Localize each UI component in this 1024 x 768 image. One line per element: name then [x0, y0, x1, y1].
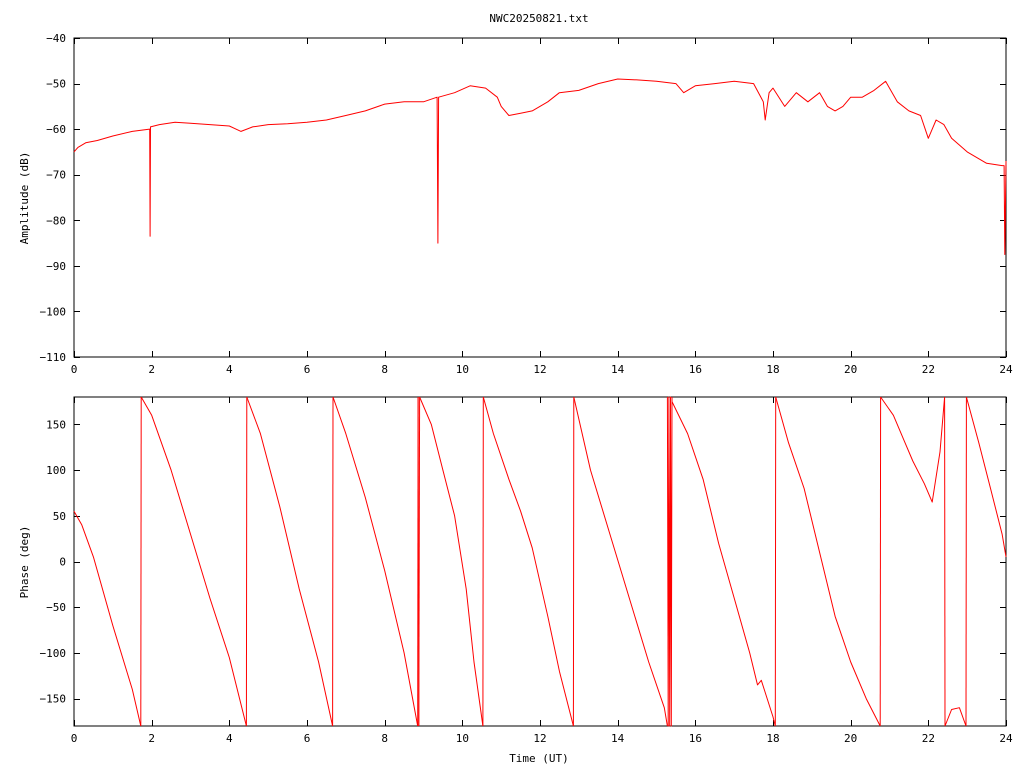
amplitude-axis-ticks: 0 2 4 6 8 10 12 14 16 18 20 22 24−40−50−60−70−80−90−… [40, 32, 1013, 376]
phase-x-tick-label: 4 [226, 732, 233, 745]
amplitude-x-tick-label: 4 [226, 363, 233, 376]
phase-x-tick-label: 6 [304, 732, 311, 745]
phase-x-tick-label: 22 [922, 732, 935, 745]
phase-y-tick-label: −150 [40, 693, 67, 706]
phase-series-line [332, 396, 419, 727]
amplitude-y-tick-label: −80 [46, 214, 66, 227]
phase-y-tick-label: 50 [53, 510, 66, 523]
time-x-axis-title: Time (UT) [509, 752, 569, 765]
phase-y-tick-label: 150 [46, 418, 66, 431]
phase-series-line [880, 396, 946, 503]
amplitude-y-tick-label: −60 [46, 123, 66, 136]
phase-y-tick-label: −100 [40, 647, 67, 660]
phase-x-tick-label: 0 [71, 732, 78, 745]
amplitude-panel: 0 2 4 6 8 10 12 14 16 18 20 22 24−40−50−60−70−80−90−… [18, 32, 1013, 376]
amplitude-y-tick-label: −90 [46, 260, 66, 273]
amplitude-y-tick-label: −70 [46, 169, 66, 182]
amplitude-x-tick-label: 2 [148, 363, 155, 376]
phase-series-line [73, 510, 142, 727]
amplitude-x-tick-label: 12 [533, 363, 546, 376]
phase-series-line [482, 396, 574, 727]
phase-x-tick-label: 20 [844, 732, 857, 745]
amplitude-y-tick-label: −40 [46, 32, 66, 45]
plot-title: NWC20250821.txt [489, 12, 588, 25]
phase-y-tick-label: 100 [46, 464, 66, 477]
phase-x-tick-label: 16 [689, 732, 702, 745]
phase-plot-frame [73, 396, 1007, 727]
phase-series-line [944, 707, 967, 727]
phase-panel: 0 2 4 6 8 10 12 14 16 18 20 22 24150100500−50−100−15… [18, 396, 1013, 765]
phase-series-line [965, 396, 1007, 557]
phase-x-tick-label: 12 [533, 732, 546, 745]
amplitude-x-tick-label: 16 [689, 363, 702, 376]
amplitude-x-tick-label: 6 [304, 363, 311, 376]
amplitude-x-tick-label: 14 [611, 363, 625, 376]
phase-series-group [73, 396, 1007, 727]
amplitude-x-tick-label: 0 [71, 363, 78, 376]
amplitude-y-axis-title: Amplitude (dB) [18, 152, 31, 245]
phase-y-tick-label: 0 [59, 556, 66, 569]
amplitude-y-tick-label: −50 [46, 78, 66, 91]
amplitude-x-tick-label: 22 [922, 363, 935, 376]
amplitude-x-tick-label: 18 [766, 363, 779, 376]
phase-x-tick-label: 14 [611, 732, 625, 745]
phase-x-tick-label: 8 [381, 732, 388, 745]
phase-y-axis-title: Phase (deg) [18, 526, 31, 599]
phase-series-line [671, 401, 776, 727]
amplitude-x-tick-label: 10 [456, 363, 469, 376]
phase-y-tick-label: −50 [46, 601, 66, 614]
phase-series-line [775, 396, 881, 727]
amplitude-x-tick-label: 8 [381, 363, 388, 376]
phase-series-line [573, 396, 668, 727]
phase-series-line [140, 396, 247, 727]
phase-series-line [418, 396, 421, 727]
phase-series-line [419, 396, 484, 727]
phase-x-tick-label: 18 [766, 732, 779, 745]
phase-series-line [666, 396, 673, 727]
amplitude-y-tick-label: −100 [40, 305, 67, 318]
amplitude-series-line [73, 78, 1007, 255]
amplitude-x-tick-label: 20 [844, 363, 857, 376]
phase-x-tick-label: 24 [999, 732, 1013, 745]
phase-x-tick-label: 10 [456, 732, 469, 745]
amplitude-y-tick-label: −110 [40, 351, 67, 364]
phase-axis-ticks: 0 2 4 6 8 10 12 14 16 18 20 22 24150100500−50−100−15… [40, 397, 1013, 745]
phase-series-line [246, 396, 334, 727]
amplitude-series-group [73, 78, 1007, 255]
amplitude-x-tick-label: 24 [999, 363, 1013, 376]
phase-x-tick-label: 2 [148, 732, 155, 745]
amplitude-plot-frame [73, 37, 1007, 358]
